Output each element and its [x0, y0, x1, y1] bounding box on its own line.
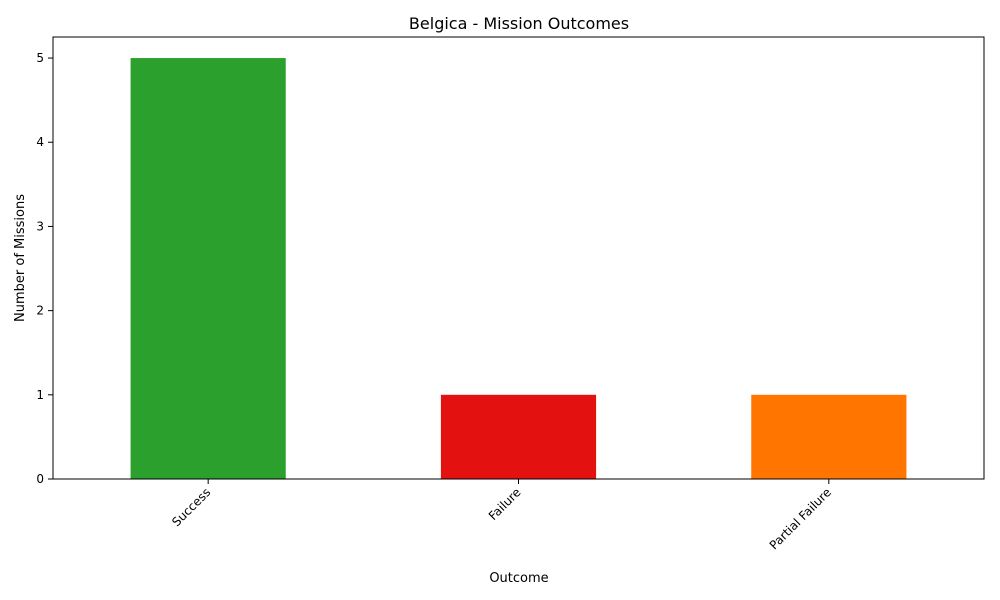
bar-failure: [440, 394, 597, 479]
x-tick-label: Partial Failure: [767, 485, 834, 552]
x-tick-label: Success: [169, 485, 213, 529]
x-tick-label: Failure: [486, 485, 524, 523]
y-tick-label: 2: [36, 304, 44, 318]
y-tick-label: 5: [36, 51, 44, 65]
x-axis-label: Outcome: [489, 571, 548, 586]
y-tick-label: 1: [36, 388, 44, 402]
y-tick-label: 3: [36, 219, 44, 233]
bar-partial-failure: [751, 394, 907, 479]
chart-title: Belgica - Mission Outcomes: [409, 14, 629, 33]
y-axis-label: Number of Missions: [13, 194, 28, 322]
bar-success: [130, 58, 286, 480]
y-tick-label: 4: [36, 135, 44, 149]
y-tick-label: 0: [36, 472, 44, 486]
plot-area: [130, 58, 907, 480]
